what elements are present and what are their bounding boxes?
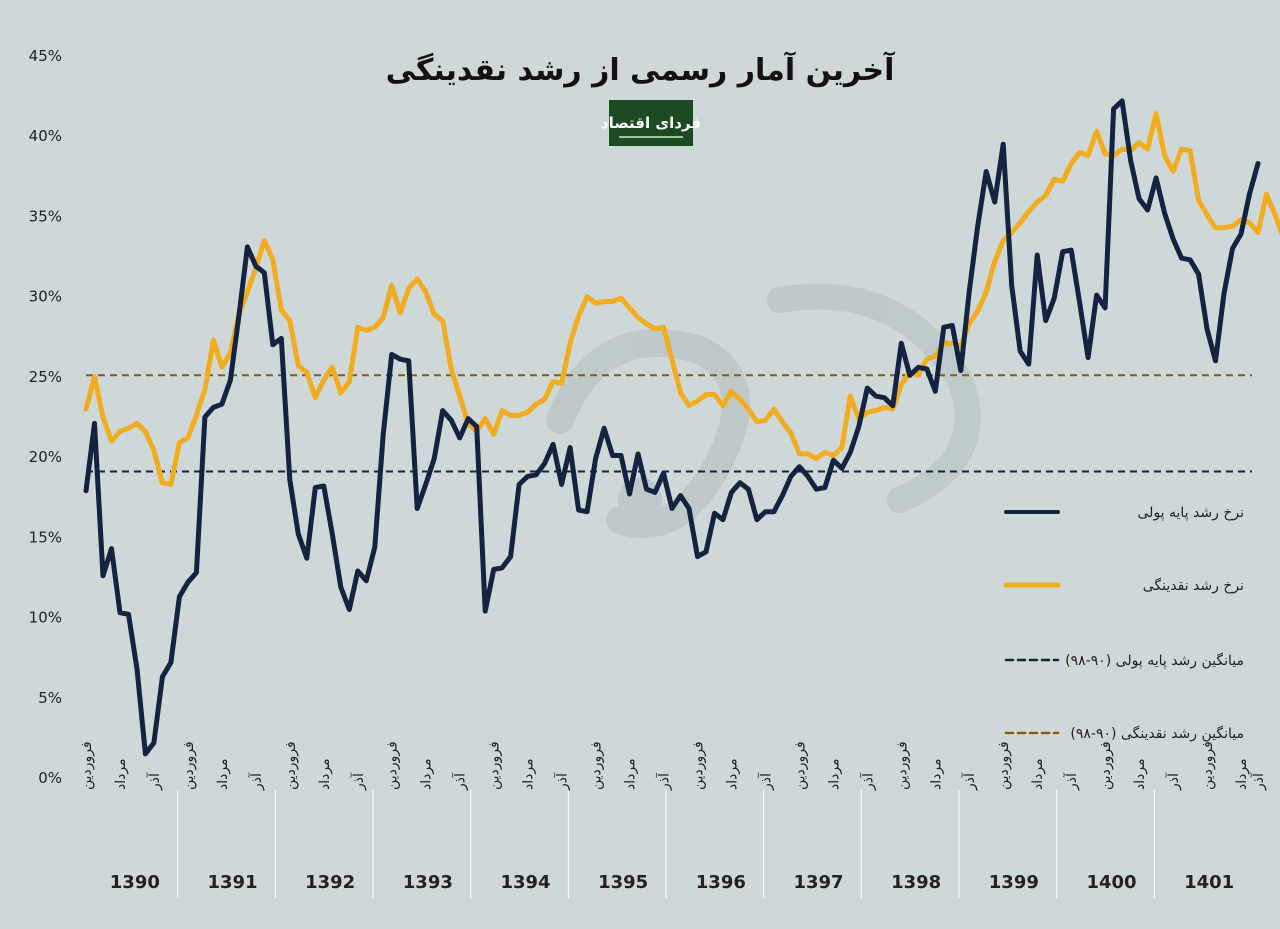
x-month-label-1-1: مرداد xyxy=(215,758,231,790)
x-month-label-4-0: فروردین xyxy=(487,741,503,790)
y-tick-label-3: 15% xyxy=(29,528,62,546)
logo-text: فردای اقتصاد xyxy=(601,114,701,132)
y-axis: 0% 5% 10% 15% 20% 25% 30% 35% 40% 45% xyxy=(29,47,62,787)
legend: نرخ رشد پایه پولی نرخ رشد نقدینگی میانگین … xyxy=(1003,505,1244,742)
x-year-label-9: 1399 xyxy=(989,872,1039,893)
x-month-label-11-2: آذر xyxy=(1250,772,1267,791)
x-year-label-6: 1396 xyxy=(696,872,746,893)
chart-title: آخرین آمار رسمی از رشد نقدینگی xyxy=(386,51,896,88)
x-month-label-10-0: فروردین xyxy=(1098,741,1114,790)
x-month-label-3-2: آذر xyxy=(452,772,469,791)
x-month-label-2-2: آذر xyxy=(350,772,367,791)
x-month-label-7-1: مرداد xyxy=(826,758,842,790)
x-month-label-9-1: مرداد xyxy=(1030,758,1046,790)
x-month-label-5-1: مرداد xyxy=(623,758,639,790)
x-year-label-2: 1392 xyxy=(305,872,355,893)
x-month-label-9-0: فروردین xyxy=(996,741,1012,790)
x-month-label-0-2: آذر xyxy=(146,772,163,791)
x-month-label-4-1: مرداد xyxy=(521,758,537,790)
x-year-label-10: 1400 xyxy=(1086,872,1136,893)
x-month-label-11-0: فروردین xyxy=(1200,741,1216,790)
y-tick-label-9: 45% xyxy=(29,47,62,65)
series-lines xyxy=(83,98,1280,757)
x-year-label-7: 1397 xyxy=(793,872,843,893)
x-month-label-1-0: فروردین xyxy=(181,741,197,790)
x-month-label-0-0: فروردین xyxy=(79,741,95,790)
logo-box xyxy=(609,100,693,146)
x-year-label-3: 1393 xyxy=(403,872,453,893)
legend-label-2: میانگین رشد پایه پولی (۹۰-۹۸) xyxy=(1065,652,1244,669)
x-month-label-5-0: فروردین xyxy=(589,741,605,790)
series-line-0 xyxy=(83,98,1261,757)
x-month-label-6-1: مرداد xyxy=(724,758,740,790)
x-month-label-3-0: فروردین xyxy=(385,741,401,790)
x-year-label-0: 1390 xyxy=(110,872,160,893)
y-tick-label-8: 40% xyxy=(29,127,62,145)
x-month-label-0-1: مرداد xyxy=(113,758,129,790)
x-year-label-8: 1398 xyxy=(891,872,941,893)
x-month-label-9-2: آذر xyxy=(1063,772,1080,791)
x-year-label-11: 1401 xyxy=(1184,872,1234,893)
x-month-label-6-2: آذر xyxy=(757,772,774,791)
x-month-label-2-0: فروردین xyxy=(283,741,299,790)
x-month-label-3-1: مرداد xyxy=(419,758,435,790)
y-tick-label-1: 5% xyxy=(38,689,62,707)
legend-label-0: نرخ رشد پایه پولی xyxy=(1138,505,1244,521)
x-year-label-1: 1391 xyxy=(207,872,257,893)
x-year-label-4: 1394 xyxy=(500,872,550,893)
x-month-label-5-2: آذر xyxy=(656,772,673,791)
legend-label-3: میانگین رشد نقدینگی (۹۰-۹۸) xyxy=(1070,725,1244,742)
x-month-label-11-1: مرداد xyxy=(1234,758,1250,790)
y-tick-label-5: 25% xyxy=(29,368,62,386)
y-tick-label-2: 10% xyxy=(29,609,62,627)
x-month-label-7-2: آذر xyxy=(859,772,876,791)
x-month-label-8-1: مرداد xyxy=(928,758,944,790)
x-month-label-10-2: آذر xyxy=(1165,772,1182,791)
x-year-label-5: 1395 xyxy=(598,872,648,893)
x-month-label-8-0: فروردین xyxy=(894,741,910,790)
y-tick-label-4: 20% xyxy=(29,448,62,466)
x-month-label-7-0: فروردین xyxy=(792,741,808,790)
x-month-label-1-2: آذر xyxy=(248,772,265,791)
x-month-label-8-2: آذر xyxy=(961,772,978,791)
legend-label-1: نرخ رشد نقدینگی xyxy=(1143,577,1244,594)
logo: فردای اقتصاد xyxy=(601,100,701,146)
y-tick-label-0: 0% xyxy=(38,769,62,787)
series-line-1 xyxy=(83,111,1280,487)
y-tick-label-7: 35% xyxy=(29,207,62,225)
logo-underline xyxy=(619,136,683,138)
x-month-label-2-1: مرداد xyxy=(317,758,333,790)
x-month-label-6-0: فروردین xyxy=(691,741,707,790)
y-tick-label-6: 30% xyxy=(29,288,62,306)
reference-lines xyxy=(86,374,1252,473)
x-month-label-4-2: آذر xyxy=(554,772,571,791)
x-month-label-10-1: مرداد xyxy=(1132,758,1148,790)
